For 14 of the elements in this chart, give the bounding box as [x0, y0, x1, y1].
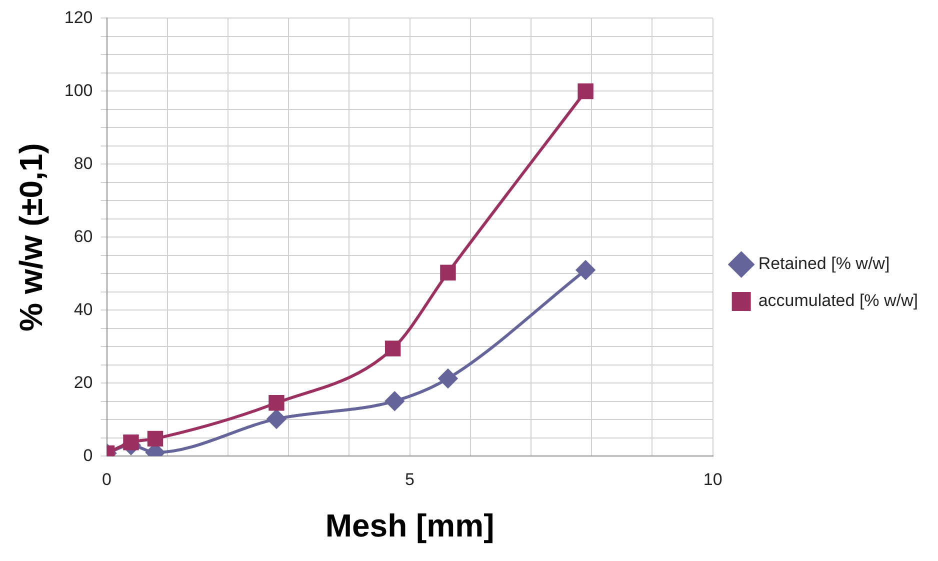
y-tick-label: 20 — [74, 372, 93, 392]
y-tick-label: 40 — [74, 300, 93, 319]
x-tick-label: 0 — [102, 470, 112, 490]
y-axis-title: % w/w (±0,1) — [13, 143, 50, 332]
y-tick-label: 0 — [83, 446, 93, 465]
x-tick-label: 10 — [703, 470, 722, 490]
legend-label: Retained [% w/w] — [758, 254, 890, 274]
y-tick-label: 60 — [74, 226, 93, 246]
y-tick-label: 120 — [64, 8, 93, 27]
y-tick-label: 100 — [64, 80, 93, 100]
x-tick-label: 5 — [405, 470, 415, 490]
x-axis-title: Mesh [mm] — [325, 508, 494, 544]
y-tick-label: 80 — [74, 154, 93, 173]
legend-label: accumulated [% w/w] — [758, 291, 918, 310]
